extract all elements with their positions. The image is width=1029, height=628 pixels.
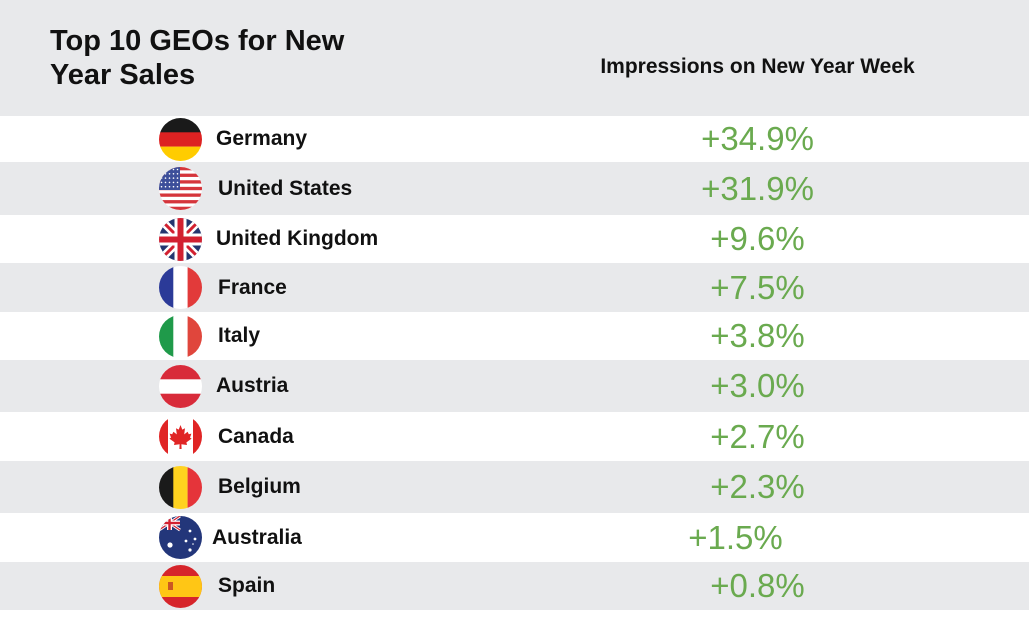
uk-flag-icon <box>159 217 202 261</box>
country-name: Spain <box>218 574 276 597</box>
impressions-value: +34.9% <box>701 120 814 157</box>
column-header: Impressions on New Year Week <box>600 55 915 78</box>
austria-flag-icon <box>159 364 202 408</box>
impressions-value: +31.9% <box>701 169 814 207</box>
table-row: France +7.5% <box>0 263 1029 312</box>
country-name: Canada <box>218 424 294 448</box>
impressions-value: +0.8% <box>710 567 805 604</box>
country-name: United States <box>218 176 353 200</box>
usa-flag-icon <box>159 167 202 210</box>
germany-flag-icon <box>159 117 202 161</box>
impressions-value: +3.0% <box>710 367 805 404</box>
table-row: Canada +2.7% <box>0 412 1029 461</box>
canada-flag-icon <box>159 415 202 458</box>
country-name: Australia <box>212 525 302 549</box>
table-row: United States +31.9% <box>0 162 1029 215</box>
italy-flag-icon <box>159 314 202 358</box>
table-row: United Kingdom +9.6% <box>0 215 1029 263</box>
table-row: Australia +1.5% <box>0 513 1029 562</box>
belgium-flag-icon <box>159 465 202 509</box>
chart-title: Top 10 GEOs for New Year Sales <box>50 25 345 91</box>
country-name: Austria <box>216 374 289 397</box>
impressions-value: +3.8% <box>710 317 805 354</box>
impressions-value: +2.7% <box>710 417 805 455</box>
table-row: Belgium +2.3% <box>0 461 1029 513</box>
france-flag-icon <box>159 266 202 309</box>
country-name: United Kingdom <box>216 227 379 250</box>
table-body: Germany +34.9% United States +31.9% United K… <box>0 116 1029 610</box>
table-row: Spain +0.8% <box>0 562 1029 610</box>
impressions-value: +1.5% <box>688 518 783 556</box>
country-name: Germany <box>216 127 308 150</box>
table-header: Top 10 GEOs for New Year Sales Impressio… <box>0 0 1029 116</box>
country-name: Italy <box>218 324 261 347</box>
table-row: Italy +3.8% <box>0 312 1029 360</box>
spain-flag-icon <box>159 564 202 608</box>
country-name: France <box>218 275 287 299</box>
impressions-value: +2.3% <box>710 468 805 505</box>
table-row: Austria +3.0% <box>0 360 1029 412</box>
impressions-value: +7.5% <box>710 268 805 306</box>
country-name: Belgium <box>218 475 301 498</box>
impressions-value: +9.6% <box>710 220 805 257</box>
table-row: Germany +34.9% <box>0 116 1029 162</box>
australia-flag-icon <box>159 516 202 559</box>
